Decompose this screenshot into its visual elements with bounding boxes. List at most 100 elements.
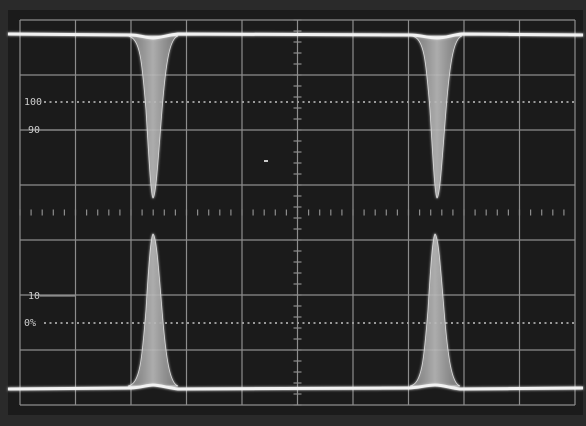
dot: [77, 322, 79, 324]
dot: [44, 322, 46, 324]
dot: [528, 322, 530, 324]
dot: [506, 101, 508, 103]
dot: [127, 322, 129, 324]
dot: [270, 322, 272, 324]
dot: [55, 322, 57, 324]
dot: [220, 101, 222, 103]
dot: [50, 322, 52, 324]
dot: [226, 322, 228, 324]
dot: [297, 101, 299, 103]
dot: [248, 322, 250, 324]
dot: [413, 322, 415, 324]
dot: [259, 322, 261, 324]
dot: [215, 322, 217, 324]
dot: [473, 322, 475, 324]
dot: [528, 101, 530, 103]
dot: [319, 101, 321, 103]
dot: [242, 101, 244, 103]
dot: [281, 322, 283, 324]
dot: [336, 322, 338, 324]
graticule-label: 10: [28, 291, 40, 302]
dot: [380, 101, 382, 103]
dot: [88, 322, 90, 324]
dot: [457, 101, 459, 103]
dot: [72, 322, 74, 324]
dot: [363, 322, 365, 324]
dot: [567, 322, 569, 324]
graticule-label: 90: [28, 125, 40, 136]
dot: [138, 322, 140, 324]
dot: [418, 322, 420, 324]
dot: [127, 101, 129, 103]
dot: [490, 101, 492, 103]
dot: [132, 101, 134, 103]
dot: [193, 322, 195, 324]
dot: [176, 101, 178, 103]
dot: [94, 322, 96, 324]
dot: [171, 322, 173, 324]
dot: [193, 101, 195, 103]
dot: [385, 322, 387, 324]
dot: [380, 322, 382, 324]
dot: [138, 101, 140, 103]
dot: [534, 101, 536, 103]
dot: [462, 101, 464, 103]
dot: [72, 101, 74, 103]
dot: [374, 101, 376, 103]
dot: [303, 101, 305, 103]
dot: [407, 322, 409, 324]
dot: [204, 322, 206, 324]
dot: [88, 101, 90, 103]
dot: [468, 101, 470, 103]
dot: [171, 101, 173, 103]
dot: [270, 101, 272, 103]
dot: [391, 322, 393, 324]
dot: [50, 101, 52, 103]
dot: [165, 322, 167, 324]
dot: [424, 322, 426, 324]
dot: [517, 322, 519, 324]
dot: [561, 322, 563, 324]
dot: [303, 322, 305, 324]
dot: [116, 322, 118, 324]
dot: [259, 101, 261, 103]
dot: [352, 101, 354, 103]
dot: [44, 101, 46, 103]
dot: [358, 101, 360, 103]
dot: [501, 322, 503, 324]
dot: [457, 322, 459, 324]
dot: [116, 101, 118, 103]
dot: [402, 322, 404, 324]
dot: [99, 322, 101, 324]
dot: [341, 322, 343, 324]
dot: [215, 101, 217, 103]
dot: [462, 322, 464, 324]
dot: [407, 101, 409, 103]
dot: [479, 101, 481, 103]
dot: [523, 101, 525, 103]
dot: [545, 322, 547, 324]
dot: [347, 322, 349, 324]
dot: [550, 322, 552, 324]
dot: [61, 322, 63, 324]
dot: [369, 322, 371, 324]
dot: [369, 101, 371, 103]
dot: [242, 322, 244, 324]
dot: [418, 101, 420, 103]
dot: [297, 322, 299, 324]
dot: [325, 322, 327, 324]
dot: [121, 322, 123, 324]
dot: [292, 101, 294, 103]
dot: [567, 101, 569, 103]
dot: [347, 101, 349, 103]
dot: [226, 101, 228, 103]
dot: [275, 101, 277, 103]
dot: [231, 322, 233, 324]
dot: [209, 322, 211, 324]
dot: [479, 322, 481, 324]
dot: [396, 322, 398, 324]
dot: [66, 322, 68, 324]
dot: [512, 101, 514, 103]
dot: [561, 101, 563, 103]
dot: [286, 322, 288, 324]
